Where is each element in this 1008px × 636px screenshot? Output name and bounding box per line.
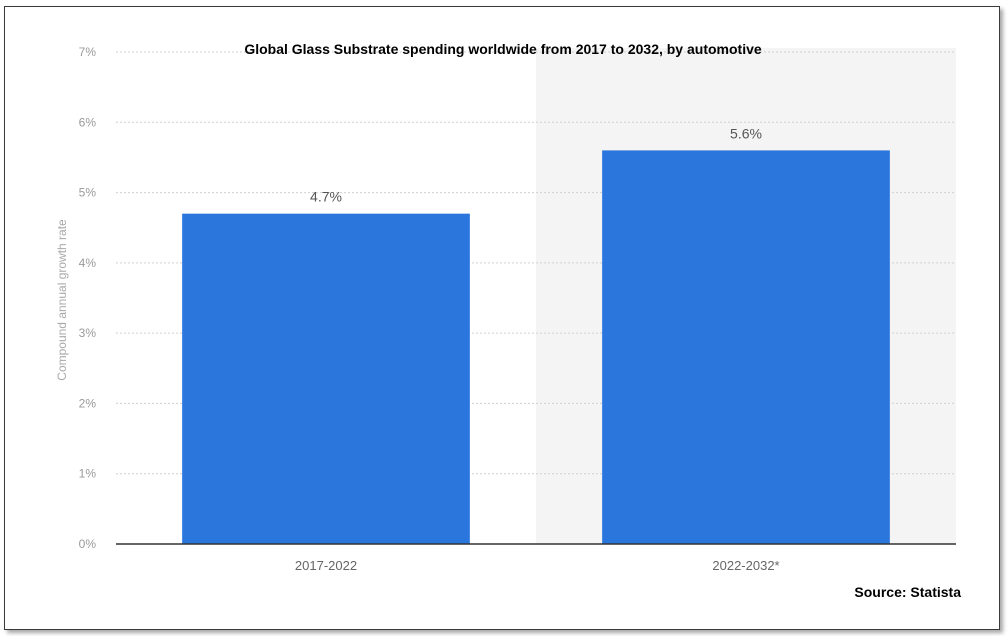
category-label-2: 2022-2032*	[712, 558, 779, 573]
bars	[182, 150, 890, 544]
y-tick-label: 1%	[79, 467, 97, 481]
data-label-2: 5.6%	[730, 125, 762, 141]
y-tick-label: 0%	[79, 537, 97, 551]
data-label-1: 4.7%	[310, 189, 342, 205]
chart-title: Global Glass Substrate spending worldwid…	[244, 41, 762, 57]
y-tick-label: 3%	[79, 326, 97, 340]
data-labels: 4.7% 5.6%	[310, 125, 762, 204]
y-axis-label: Compound annual growth rate	[55, 219, 69, 381]
bar-1[interactable]	[182, 213, 470, 544]
y-tick-label: 4%	[79, 256, 97, 270]
y-axis-ticks: 0% 1% 2% 3% 4% 5% 6% 7%	[79, 45, 97, 551]
y-tick-label: 7%	[79, 45, 97, 59]
y-tick-label: 2%	[79, 396, 97, 410]
category-label-1: 2017-2022	[295, 558, 357, 573]
bar-2[interactable]	[602, 150, 890, 544]
x-axis-categories: 2017-2022 2022-2032*	[295, 558, 780, 573]
y-tick-label: 6%	[79, 115, 97, 129]
y-tick-label: 5%	[79, 186, 97, 200]
source-note: Source: Statista	[854, 584, 961, 600]
